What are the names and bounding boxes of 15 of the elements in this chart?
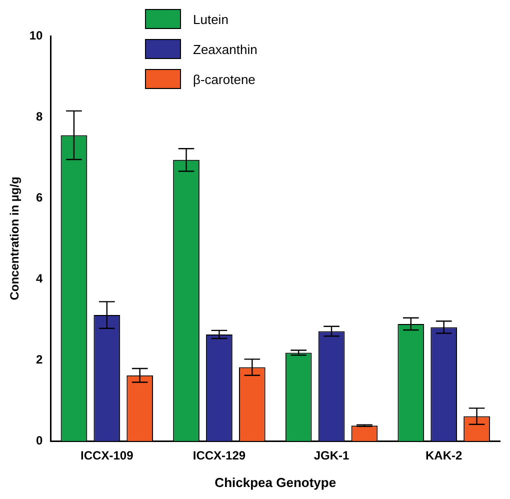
legend-label: Lutein [193,12,228,26]
legend-label: Zeaxanthin [193,42,258,56]
x-tick-label: ICCX-109 [80,448,134,463]
x-axis-title: Chickpea Genotype [214,474,336,490]
legend-label: β-carotene [193,72,256,86]
y-tick-label: 6 [36,190,44,204]
x-tick-label: ICCX-129 [192,448,246,463]
y-tick-label: 2 [36,352,44,366]
x-tick-label: KAK-2 [426,448,462,463]
y-tick-label: 0 [36,433,44,448]
x-tick-label: JGK-1 [314,448,350,463]
y-tick-label: 8 [36,109,44,124]
y-axis-title: Concentration in µg/g [8,176,22,300]
y-tick-label: 4 [36,271,44,286]
y-tick-label: 10 [29,28,44,42]
